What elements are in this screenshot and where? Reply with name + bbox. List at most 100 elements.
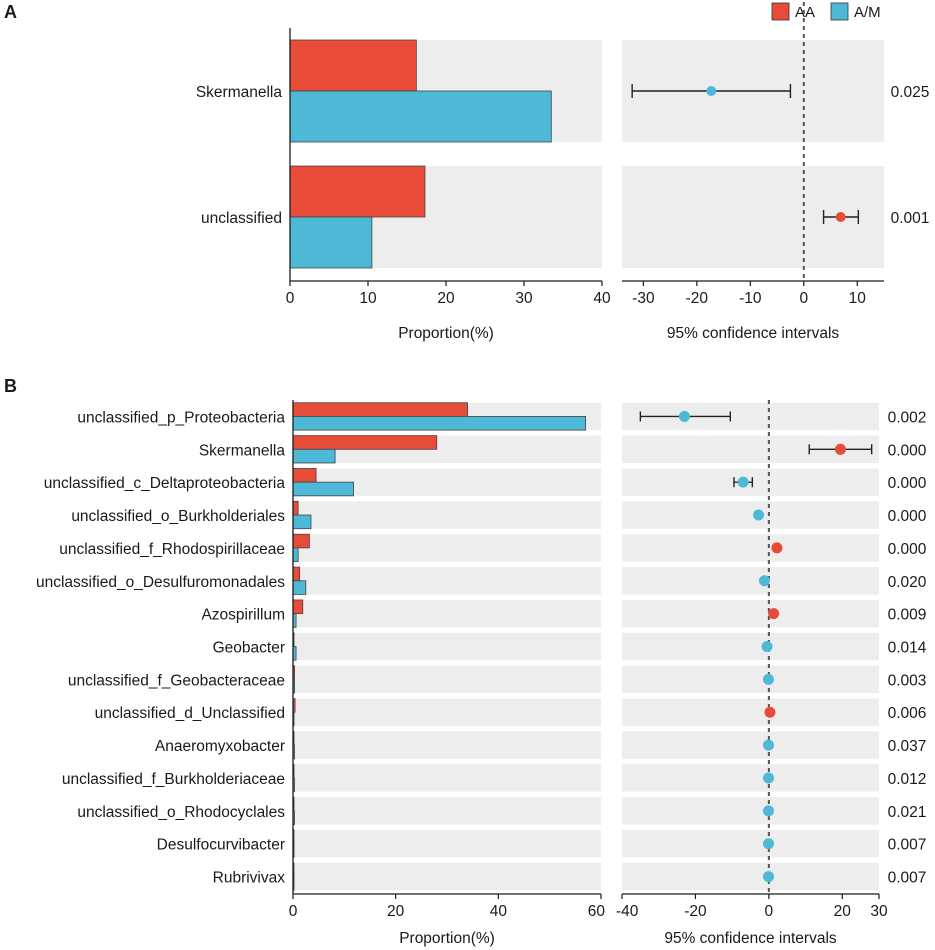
bar-x-tick-label: 0 [289,903,298,920]
bar-aa [292,468,317,483]
category-label: unclassified_o_Rhodocyclales [77,804,285,821]
p-value: 0.037 [888,738,927,755]
ci-point [758,575,770,587]
ci-point [678,410,690,422]
ci-x-axis-title: 95% confidence intervals [667,325,840,342]
row-background [293,599,601,628]
category-label: Skermanella [196,84,283,101]
ci-row-background [622,764,879,792]
ci-row-background [622,698,879,726]
ci-row-background [622,599,879,628]
ci-x-tick-label: 0 [799,290,808,307]
ci-x-tick-label: 20 [834,903,852,920]
category-label: Anaeromyxobacter [155,738,285,755]
bar-aa [289,39,417,92]
ci-point [762,805,774,817]
ci-row-background [622,632,879,661]
ci-x-axis-title: 95% confidence intervals [664,930,837,947]
category-label: unclassified_o_Desulfuromonadales [36,574,285,591]
bar-am [292,514,312,530]
row-background [293,731,601,759]
ci-x-tick-label: -10 [739,290,762,307]
legend-swatch-aa [771,2,790,21]
bar-x-tick-label: 60 [588,903,606,920]
ci-row-background [622,731,879,759]
row-background [293,534,601,562]
ci-row-background [622,797,879,825]
category-label: Desulfocurvibacter [157,837,285,854]
ci-x-tick-label: -40 [616,903,639,920]
p-value: 0.002 [888,409,927,426]
bar-x-tick-label: 40 [490,903,508,920]
p-value: 0.020 [888,574,927,591]
ci-x-tick-label: 30 [870,903,888,920]
ci-row-background [622,830,879,858]
bar-am [292,416,587,431]
row-background [293,665,601,694]
ci-point [762,838,774,850]
bar-aa [292,599,304,615]
ci-row-background [622,665,879,694]
ci-x-tick-label: -20 [686,290,709,307]
category-label: unclassified_f_Geobacteraceae [68,672,285,689]
ci-point [706,86,717,96]
ci-point [737,476,749,488]
bar-aa [292,435,438,450]
p-value: 0.007 [888,870,927,887]
ci-row-background [622,501,879,529]
ci-point [762,673,774,685]
p-value: 0.021 [888,804,927,821]
bar-am [292,580,307,595]
bar-x-tick-label: 20 [437,290,455,307]
p-value: 0.009 [888,607,927,624]
category-label: Azospirillum [201,607,285,624]
p-value: 0.014 [888,640,927,657]
bar-x-axis-title: Proportion(%) [398,325,494,342]
bar-am [289,216,373,269]
bar-x-tick-label: 0 [286,290,295,307]
ci-point [771,542,783,554]
bar-aa [292,566,301,582]
panel-a: A Skermanella 0.025 unclassified 0.001 0 10 20 3… [4,2,929,342]
ci-point [835,212,846,222]
bar-x-axis-title: Proportion(%) [399,930,495,947]
ci-row-background [622,534,879,562]
p-value: 0.006 [888,705,927,722]
ci-row-background [622,567,879,595]
bar-x-tick-label: 30 [515,290,533,307]
category-label: Skermanella [199,442,286,459]
row-background [293,862,601,891]
row-background [293,830,601,858]
row-background [293,632,601,661]
bar-am [292,547,299,562]
ci-point [768,608,780,620]
category-label: unclassified_c_Deltaproteobacteria [44,475,286,492]
ci-point [762,739,774,751]
bar-am [289,90,552,143]
ci-point [753,509,765,521]
ci-x-tick-label: -30 [632,290,655,307]
p-value: 0.000 [888,541,927,558]
bar-x-tick-label: 20 [387,903,405,920]
panel-label: B [4,376,17,396]
p-value: 0.001 [891,210,930,227]
panel-label: A [4,2,17,22]
ci-point [761,641,773,652]
ci-x-tick-label: 0 [765,903,774,920]
bar-x-tick-label: 10 [359,290,377,307]
ci-point [762,871,774,883]
row-background [293,698,601,726]
ci-point [762,772,774,784]
row-background [293,567,601,595]
legend-swatch-am [830,2,849,21]
legend: AA A/M [771,2,881,21]
row-background [293,501,601,529]
p-value: 0.012 [888,771,927,788]
p-value: 0.000 [888,475,927,492]
p-value: 0.000 [888,508,927,525]
p-value: 0.003 [888,672,927,689]
bar-x-tick-label: 40 [593,290,611,307]
category-label: unclassified_d_Unclassified [95,705,285,722]
